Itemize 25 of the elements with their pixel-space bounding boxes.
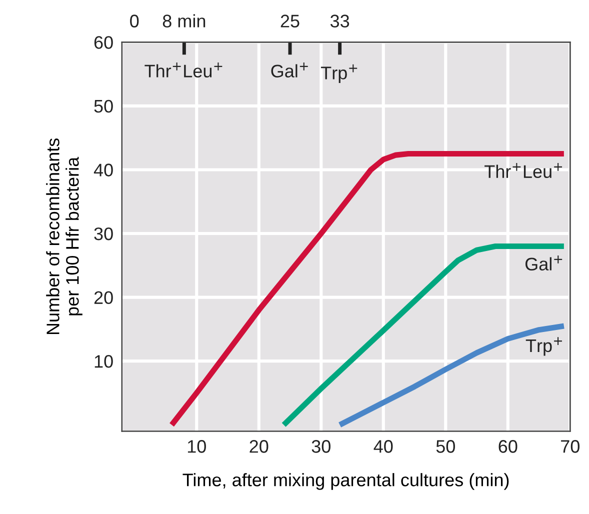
series-label: Trp$^{+}$ [526, 337, 562, 356]
x-axis-title: Time, after mixing parental cultures (min) [182, 473, 509, 490]
x-tick-label: 50 [436, 440, 455, 453]
y-tick-label: 20 [94, 291, 113, 304]
annotation: Thr$^{+}$Leu$^{+}$ [144, 62, 222, 78]
x2-tick-label: 8 min [162, 14, 206, 28]
x-tick-label: 70 [561, 440, 580, 453]
x-tick-label: 40 [374, 440, 393, 453]
y-tick-label: 50 [94, 100, 113, 113]
y-tick-label: 30 [94, 227, 113, 240]
x-tick-label: 30 [312, 440, 330, 453]
annotation: Trp$^{+}$ [320, 64, 358, 83]
x2-tick-label: 33 [330, 14, 350, 28]
x2-tick-label: 0 [130, 14, 139, 28]
annotation: Gal$^{+}$ [271, 62, 308, 78]
y-tick-label: 60 [94, 36, 113, 49]
y-axis-title: Number of recombinants per 100 Hfr bacteria [46, 138, 82, 334]
x2-tick-label: 25 [280, 14, 300, 28]
series-label: Gal$^{+}$ [525, 255, 562, 270]
x-tick-label: 20 [250, 440, 268, 453]
series-label: Thr$^{+}$Leu$^{+}$ [484, 162, 562, 178]
y-tick-label: 10 [94, 355, 113, 368]
x-tick-label: 10 [188, 440, 206, 453]
x-tick-label: 60 [498, 440, 518, 453]
y-tick-label: 40 [94, 164, 113, 176]
